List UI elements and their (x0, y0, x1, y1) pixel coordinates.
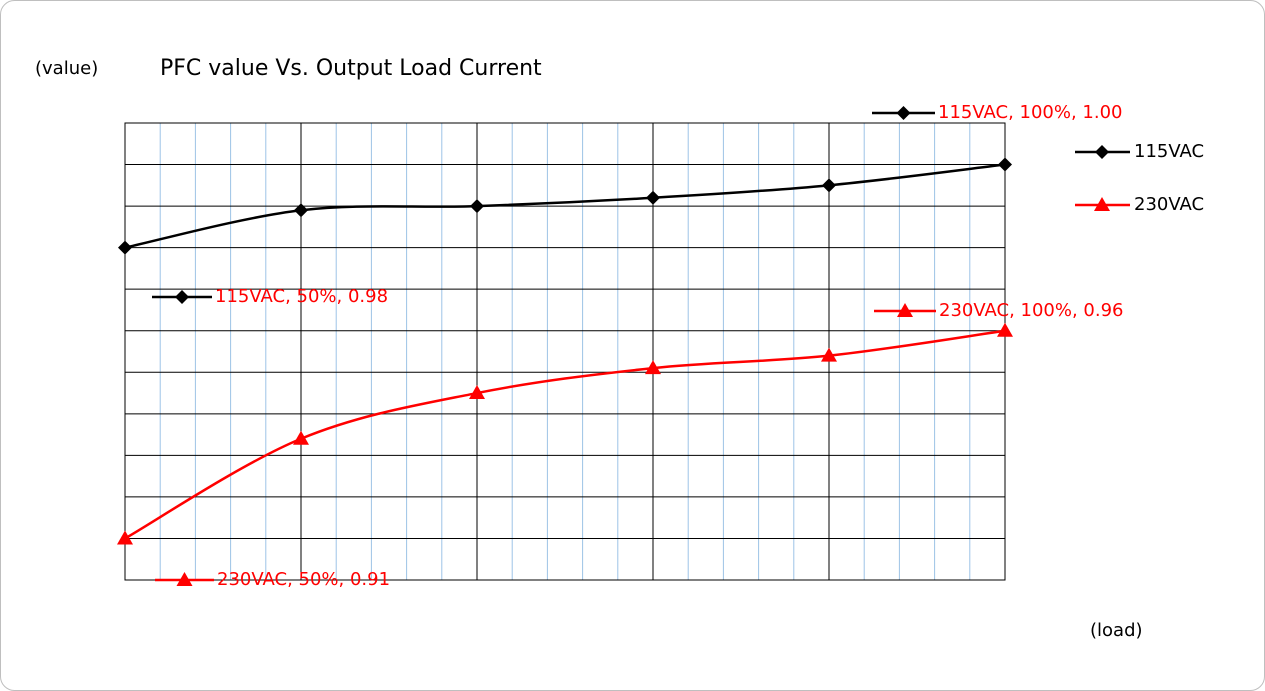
marker (646, 190, 660, 205)
annotation: 230VAC, 50%, 0.91 (217, 569, 390, 590)
marker (294, 203, 308, 218)
plot-border (124, 122, 1006, 581)
y-axis-label: (value) (35, 58, 98, 79)
annotation: 115VAC, 100%, 1.00 (938, 102, 1123, 123)
marker (896, 106, 911, 120)
series-line (124, 163, 1006, 249)
marker (1095, 145, 1109, 159)
marker (1094, 197, 1110, 211)
marker (117, 530, 133, 545)
marker (998, 157, 1012, 172)
x-axis-label: (load) (1090, 620, 1143, 641)
marker (821, 347, 837, 362)
marker (469, 385, 485, 400)
annotation: 115VAC, 50%, 0.98 (215, 286, 388, 307)
annotation: 230VAC, 100%, 0.96 (939, 300, 1124, 321)
marker (645, 360, 661, 375)
marker (997, 322, 1013, 337)
series-line (124, 329, 1006, 540)
legend-label: 230VAC (1134, 194, 1204, 215)
marker (175, 290, 189, 304)
marker (822, 178, 836, 193)
marker (293, 430, 309, 445)
marker (176, 572, 193, 586)
chart-title: PFC value Vs. Output Load Current (160, 56, 542, 81)
marker (470, 199, 484, 214)
marker (897, 303, 913, 317)
legend-label: 115VAC (1134, 141, 1204, 162)
marker (118, 240, 132, 255)
